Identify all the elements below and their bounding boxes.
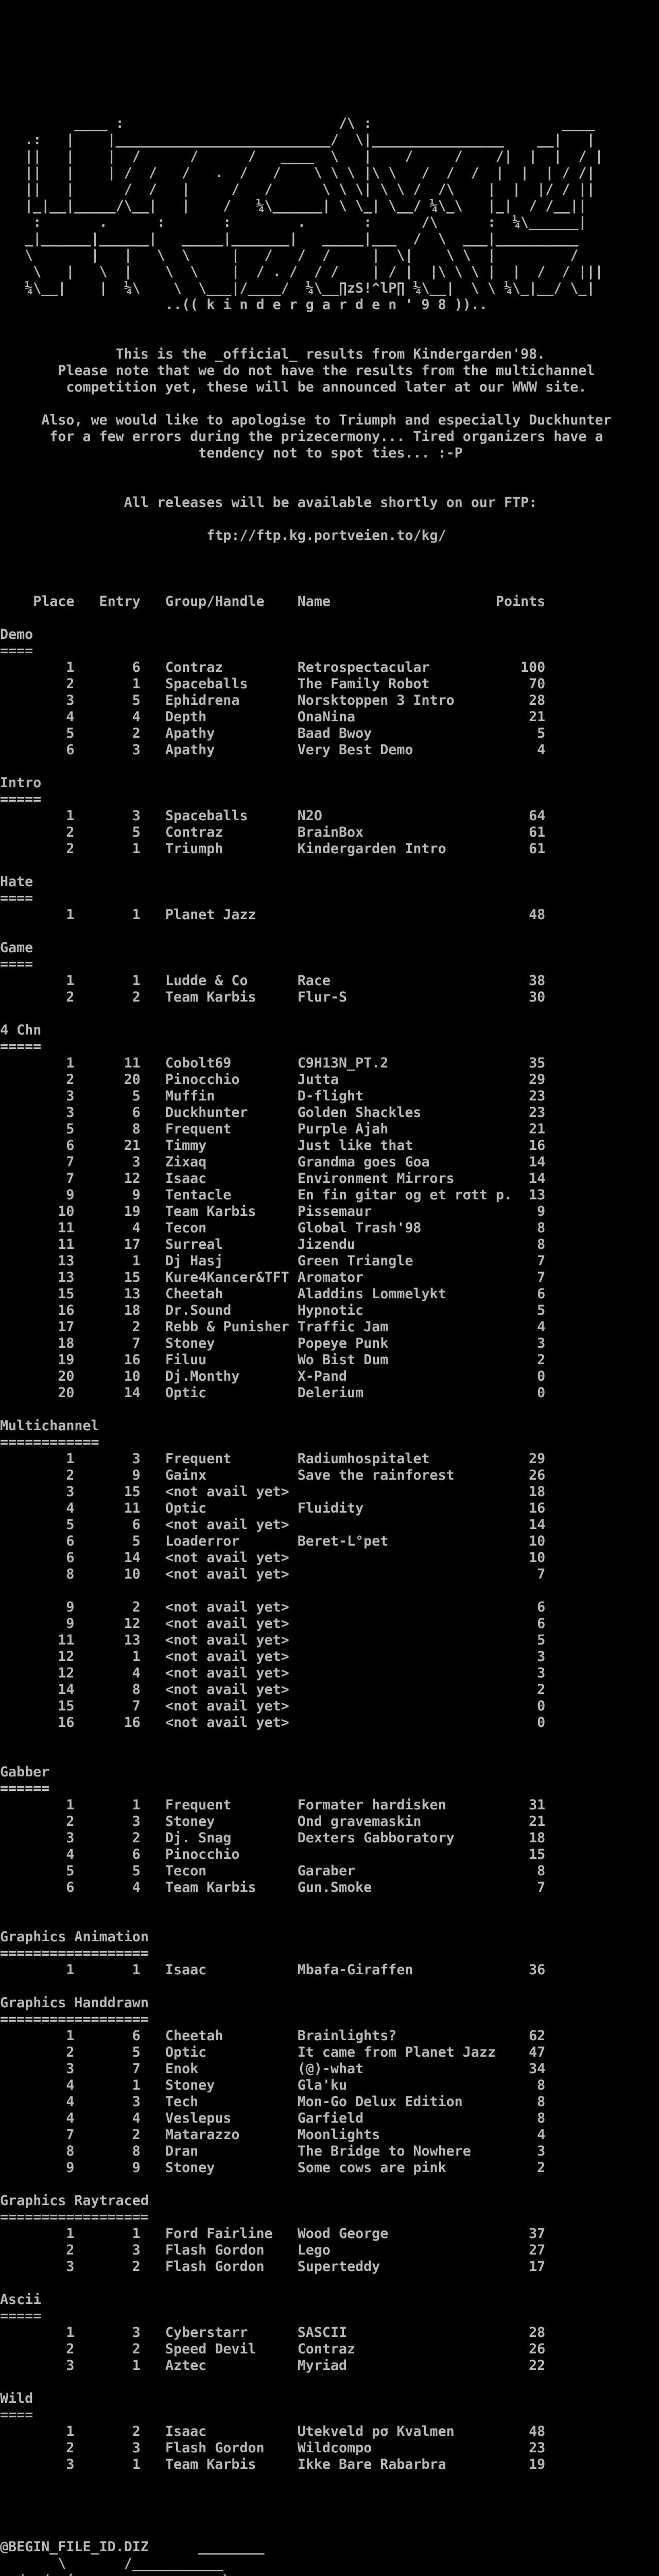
intro-paragraphs: This is the _official_ results from Kind… [41,346,612,544]
results-table: Place Entry Group/Handle Name Points Dem… [0,594,546,2472]
ascii-logo-kindergarden: ____ : /\ : ____ .: | |_________________… [25,115,603,296]
logo-caption: ..(( k i n d e r g a r d e n ' 9 8 )).. [0,297,488,313]
file-id-diz-footer: @BEGIN_FILE_ID.DIZ ________ \ /_________… [0,2539,388,2576]
